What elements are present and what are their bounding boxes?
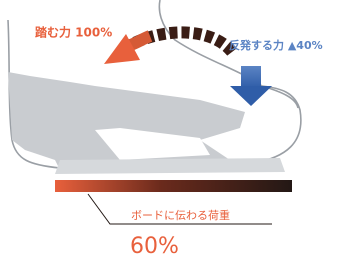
push-force-label: 踏む力 100% <box>35 25 112 40</box>
page: {"labels": {"push_force": "踏む力 100%", "r… <box>0 0 350 259</box>
rebound-force-label: 反発する力 ▲40% <box>229 38 323 52</box>
diagram: 踏む力 100% 反発する力 ▲40% ボードに伝わる荷重 60% <box>0 0 350 259</box>
binding-base <box>55 158 285 174</box>
board-load-label: ボードに伝わる荷重 <box>131 208 230 222</box>
board-load-value: 60% <box>130 234 179 259</box>
push-arrow <box>104 32 232 64</box>
board-bar <box>55 180 292 192</box>
